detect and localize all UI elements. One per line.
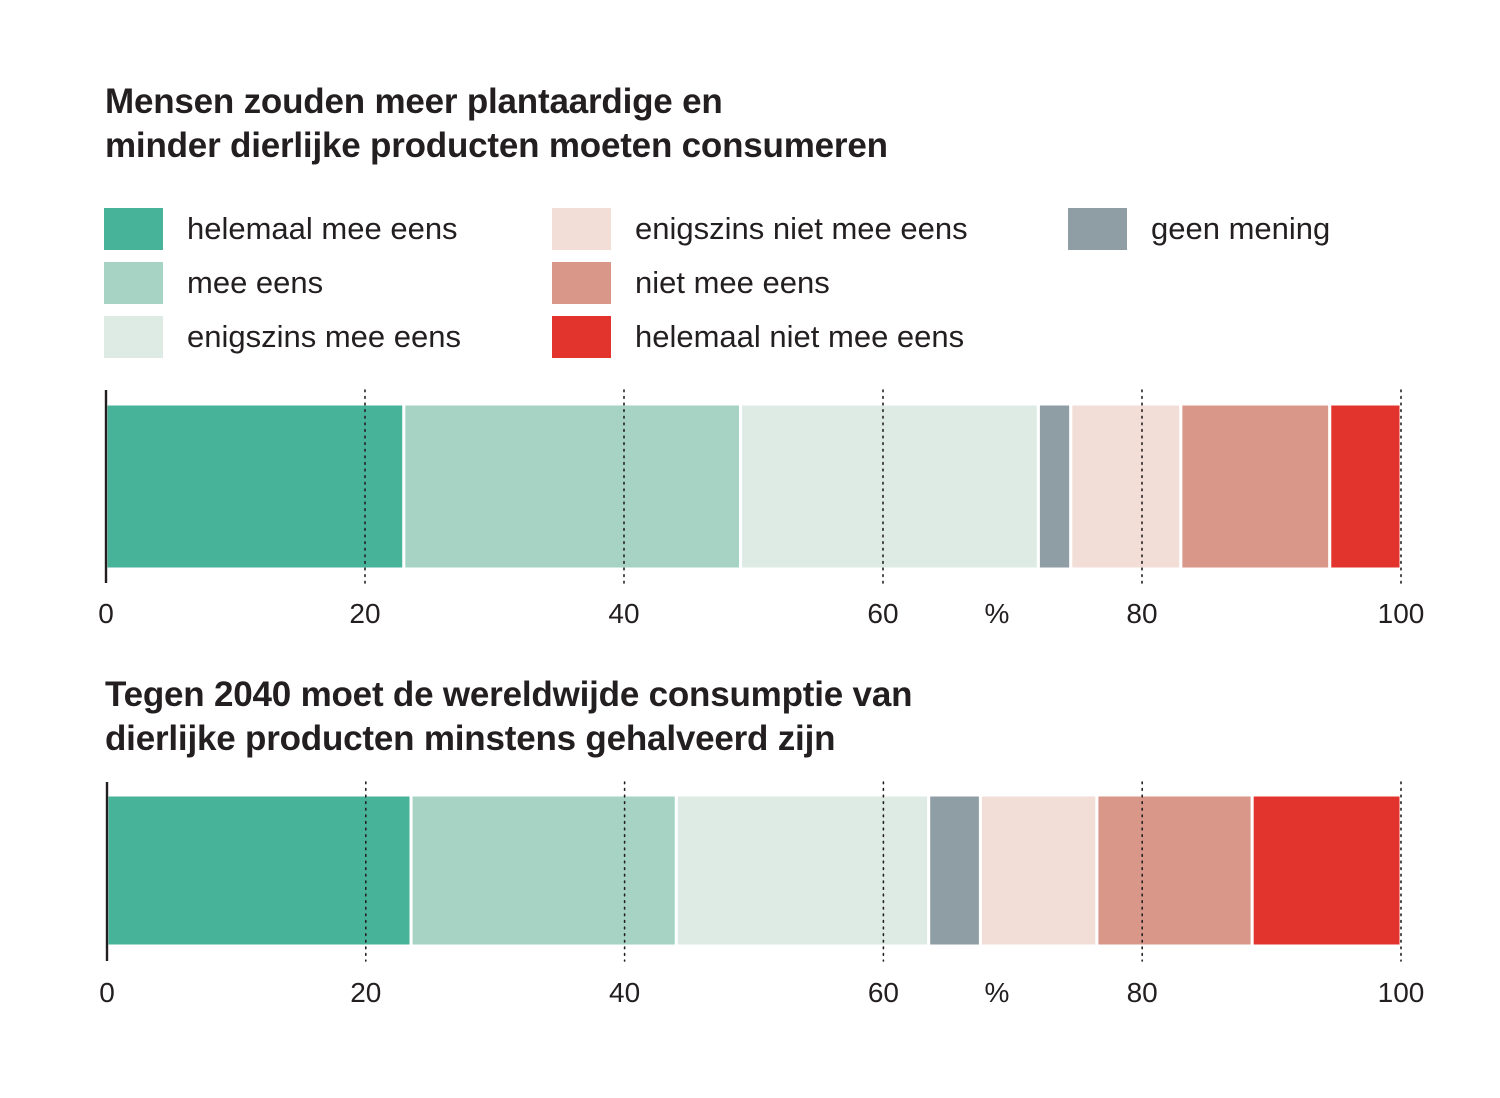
bar-segment-geen-mening [927,793,982,948]
legend-swatch [104,208,163,250]
bar-segment-helemaal-mee-eens [104,402,406,571]
unit-label: % [985,598,1010,629]
unit-label: % [985,977,1010,1008]
legend-swatch [104,316,163,358]
tick-label-20: 20 [350,977,381,1008]
tick-label-80: 80 [1126,598,1157,629]
legend-label: niet mee eens [635,265,830,300]
legend-swatch [552,262,611,304]
bar-segment-enigszins-mee-eens [739,402,1040,571]
chart-2-title-line-1: Tegen 2040 moet de wereldwijde consumpti… [105,675,913,714]
bar-segment-niet-mee-eens [1179,402,1332,571]
legend-item-enigszins-mee-eens: enigszins mee eens [104,316,461,358]
chart-2-title: Tegen 2040 moet de wereldwijde consumpti… [105,673,912,761]
legend-item-niet-mee-eens: niet mee eens [552,262,830,304]
chart-1-title-line-1: Mensen zouden meer plantaardige en [105,82,723,121]
tick-label-0: 0 [99,977,115,1008]
legend-item-mee-eens: mee eens [104,262,323,304]
bar-segment-geen-mening [1036,402,1073,571]
bar-segment-niet-mee-eens [1095,793,1254,948]
legend-swatch [104,262,163,304]
bar-segment-mee-eens [409,793,678,948]
legend-label: enigszins niet mee eens [635,211,968,246]
tick-label-40: 40 [608,598,639,629]
tick-label-20: 20 [349,598,380,629]
bar-segment-helemaal-niet-mee-eens [1250,793,1403,948]
bar-segment-helemaal-mee-eens [105,793,413,948]
tick-label-60: 60 [868,977,899,1008]
tick-label-100: 100 [1378,977,1425,1008]
tick-label-100: 100 [1378,598,1425,629]
legend-swatch [1068,208,1127,250]
bar-segment-enigszins-niet-mee-eens [978,793,1099,948]
legend-swatch [552,208,611,250]
legend-item-enigszins-niet-mee-eens: enigszins niet mee eens [552,208,968,250]
tick-label-0: 0 [98,598,114,629]
legend-item-helemaal-niet-mee-eens: helemaal niet mee eens [552,316,964,358]
legend-item-geen-mening: geen mening [1068,208,1330,250]
tick-label-40: 40 [609,977,640,1008]
legend-label: enigszins mee eens [187,319,461,354]
chart-1-title-line-2: minder dierlijke producten moeten consum… [105,126,888,165]
bar-segment-enigszins-niet-mee-eens [1069,402,1183,571]
tick-label-80: 80 [1127,977,1158,1008]
legend-label: helemaal mee eens [187,211,458,246]
legend-label: helemaal niet mee eens [635,319,965,354]
tick-label-60: 60 [867,598,898,629]
legend: helemaal mee eens mee eens enigszins mee… [0,0,1500,380]
legend-swatch [552,316,611,358]
legend-item-helemaal-mee-eens: helemaal mee eens [104,208,458,250]
legend-label: mee eens [187,265,324,300]
bar-segment-mee-eens [402,402,743,571]
bar-segment-enigszins-mee-eens [674,793,931,948]
chart-1-title: Mensen zouden meer plantaardige en minde… [105,80,888,168]
bar-segment-helemaal-niet-mee-eens [1328,402,1403,571]
chart-2-title-line-2: dierlijke producten minstens gehalveerd … [105,719,836,758]
legend-label: geen mening [1151,211,1331,246]
